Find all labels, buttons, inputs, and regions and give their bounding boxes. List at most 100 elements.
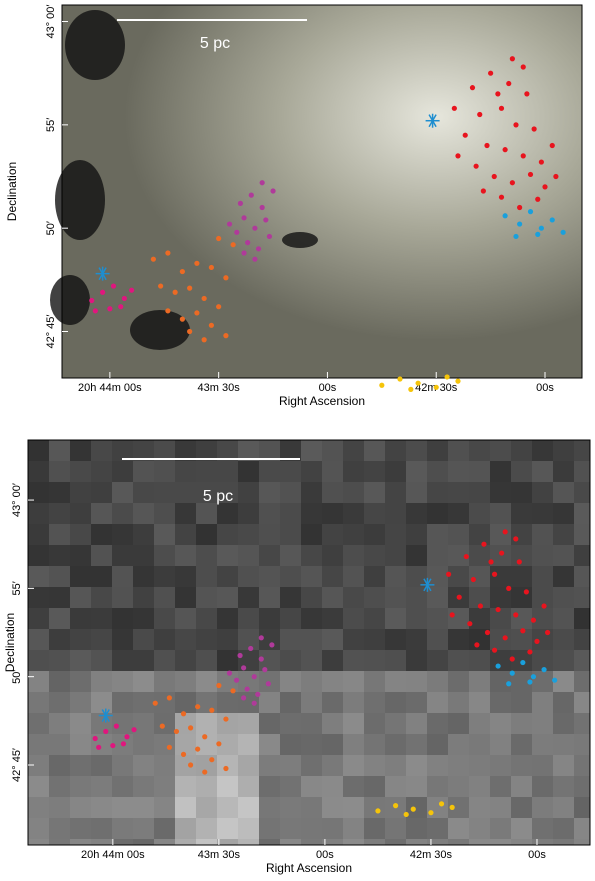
image-pixel [322, 818, 343, 839]
image-pixel [511, 713, 532, 734]
star-point [208, 264, 215, 271]
y-axis-label: Declination [5, 162, 19, 221]
image-pixel [133, 545, 154, 566]
image-pixel [385, 818, 406, 839]
image-pixel [364, 629, 385, 650]
image-pixel [91, 692, 112, 713]
x-tick-label: 00s [536, 382, 554, 394]
star-point [187, 725, 194, 731]
image-pixel [364, 650, 385, 671]
image-pixel [343, 608, 364, 629]
image-pixel [385, 650, 406, 671]
image-pixel [511, 482, 532, 503]
star-point [473, 163, 479, 169]
image-pixel [70, 755, 91, 776]
star-point [120, 741, 127, 747]
image-pixel [217, 629, 238, 650]
image-pixel [490, 650, 511, 671]
image-pixel [574, 503, 590, 524]
image-pixel [364, 482, 385, 503]
image-pixel [553, 524, 574, 545]
image-pixel [364, 692, 385, 713]
image-pixel [532, 545, 553, 566]
image-pixel [70, 440, 91, 461]
image-pixel [217, 692, 238, 713]
image-pixel [322, 692, 343, 713]
image-pixel [385, 629, 406, 650]
image-pixel [49, 734, 70, 755]
star-point [530, 617, 537, 623]
image-pixel [427, 755, 448, 776]
scale-bar-label: 5 pc [200, 35, 230, 52]
image-pixel [343, 839, 364, 845]
image-pixel [28, 566, 49, 587]
asterisk-marker [425, 113, 440, 128]
image-pixel [322, 503, 343, 524]
star-point [517, 204, 523, 211]
image-pixel [175, 650, 196, 671]
star-point [251, 674, 257, 680]
image-pixel [70, 818, 91, 839]
image-pixel [301, 608, 322, 629]
star-point [488, 70, 494, 76]
image-pixel [364, 671, 385, 692]
image-pixel [511, 545, 532, 566]
image-pixel [427, 587, 448, 608]
image-pixel [217, 545, 238, 566]
image-pixel [532, 671, 553, 692]
image-pixel [343, 713, 364, 734]
star-point [245, 240, 251, 246]
image-pixel [175, 839, 196, 845]
star-point [477, 603, 484, 609]
image-pixel [427, 671, 448, 692]
star-point [481, 541, 487, 547]
star-point [544, 629, 551, 636]
image-pixel [217, 776, 238, 797]
image-pixel [28, 629, 49, 650]
image-pixel [112, 503, 133, 524]
star-point [103, 728, 109, 735]
image-pixel [448, 545, 469, 566]
image-pixel [406, 440, 427, 461]
star-point [165, 308, 171, 314]
image-pixel [385, 713, 406, 734]
image-pixel [112, 650, 133, 671]
star-point [269, 642, 275, 648]
image-pixel [280, 797, 301, 818]
image-pixel [175, 629, 196, 650]
image-pixel [469, 692, 490, 713]
image-pixel [469, 629, 490, 650]
image-pixel [154, 482, 175, 503]
star-point [469, 85, 476, 91]
image-pixel [574, 461, 590, 482]
image-pixel [490, 440, 511, 461]
star-point [484, 142, 490, 149]
image-pixel [427, 482, 448, 503]
image-pixel [406, 545, 427, 566]
image-pixel [175, 566, 196, 587]
image-pixel [574, 587, 590, 608]
image-pixel [175, 776, 196, 797]
image-pixel [70, 482, 91, 503]
y-tick-label: 50′ [45, 221, 57, 235]
star-point [538, 225, 544, 231]
star-point [553, 173, 559, 180]
image-pixel [91, 839, 112, 845]
image-pixel [448, 734, 469, 755]
image-pixel [154, 797, 175, 818]
image-pixel [49, 587, 70, 608]
image-pixel [532, 734, 553, 755]
star-point [202, 734, 208, 740]
image-pixel [385, 776, 406, 797]
image-pixel [511, 608, 532, 629]
y-axis-label: Declination [3, 613, 17, 672]
image-pixel [322, 440, 343, 461]
star-point [226, 221, 233, 227]
image-pixel [49, 608, 70, 629]
image-pixel [259, 545, 280, 566]
image-pixel [301, 629, 322, 650]
image-pixel [28, 482, 49, 503]
y-tick-label: 43° 00′ [45, 5, 57, 39]
image-pixel [364, 713, 385, 734]
image-pixel [469, 587, 490, 608]
